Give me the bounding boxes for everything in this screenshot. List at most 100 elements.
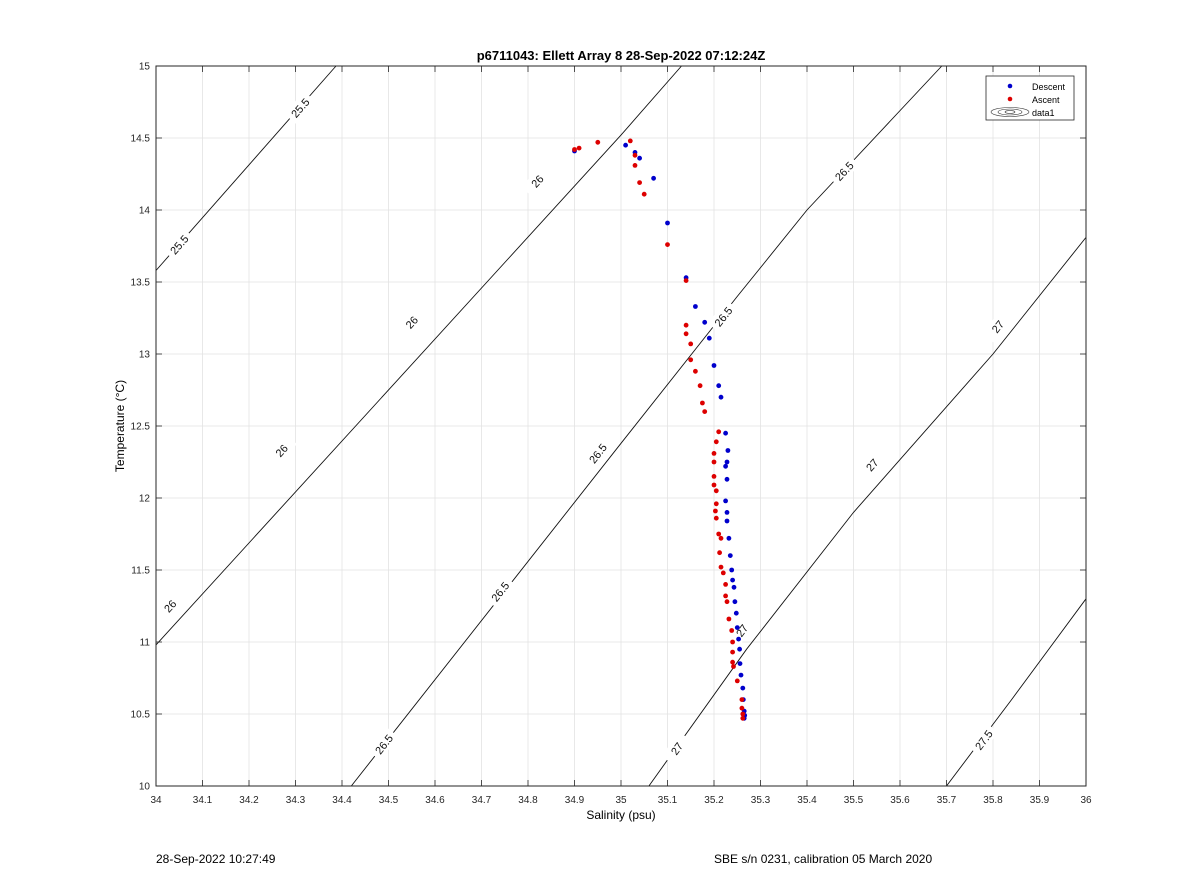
descent-point [733,610,739,616]
ascent-point [716,531,722,537]
x-tick-label: 35.5 [844,795,864,806]
ascent-point [697,383,703,389]
x-tick-label: 34.6 [425,795,445,806]
legend-descent-marker [1007,83,1013,89]
legend-box [985,75,1075,121]
descent-point [724,476,730,482]
contour-label-bg [284,91,316,124]
contour-label-bg [856,448,888,481]
ascent-point [576,145,582,151]
ascent-point [723,593,728,599]
grid [155,65,1087,787]
contour-line-26 [155,65,682,646]
x-tick-label: 35.2 [704,795,724,806]
ascent-point [632,152,638,158]
ascent-point [711,459,717,465]
y-tick-label: 12.5 [131,422,151,433]
x-tick-label: 36 [1080,795,1092,806]
ascent-point [688,341,694,347]
descent-point [734,625,740,630]
ascent-point [700,400,705,406]
ascent-point [683,278,689,283]
x-tick-label: 34.2 [239,795,259,806]
contour-label-bg [968,723,999,757]
descent-point [693,304,698,309]
y-tick-label: 10 [139,782,151,793]
descent-point [725,448,731,453]
ascent-point [729,628,735,633]
ascent-point [718,564,724,570]
ascent-point [665,242,670,248]
ascent-point [637,180,642,186]
ascent-point [688,357,694,363]
descent-point [637,155,642,161]
ascent-point [717,550,722,556]
descent-point [702,319,708,325]
descent-point [716,383,722,389]
descent-point [737,646,742,652]
descent-point [737,661,743,666]
x-tick-label: 34.7 [472,795,492,806]
x-tick-label: 34.4 [332,795,352,806]
axis-ticks: 34 34.1 34.2 34.3 34.4 34.5 34.6 34.7 34.8 34.9 35… [131,62,1092,807]
descent-point [711,363,717,368]
contour-label-bg [707,299,739,333]
x-tick-label: 34.3 [286,795,306,806]
ascent-point [711,451,717,456]
descent-point [724,459,730,465]
y-axis-label: Temperature (°C) [113,380,127,472]
ascent-point [693,368,698,374]
descent-point [623,142,628,148]
contour-line-27 [648,237,1087,787]
ascent-point [711,482,717,488]
y-tick-label: 12 [139,494,151,505]
descent-point [730,577,735,583]
legend-ascent-label: Ascent [1032,95,1060,105]
ascent-point [711,474,717,479]
y-tick-label: 13 [139,350,151,361]
ascent-point [739,705,745,711]
x-tick-label: 35.4 [797,795,817,806]
ascent-point [632,163,638,168]
contour-label-bg [265,434,297,467]
ascent-point [713,508,718,514]
contour-label-bg [661,731,692,765]
chart-title: p6711043: Ellett Array 8 28-Sep-2022 07:… [477,48,766,63]
ascent-point [740,715,746,721]
y-tick-label: 14.5 [131,134,151,145]
contour-label-bg [828,154,860,187]
contour-label-bg [582,436,613,470]
descent-point [724,518,730,524]
x-tick-label: 34.9 [565,795,585,806]
x-tick-label: 35.6 [890,795,910,806]
ascent-point [726,616,732,622]
ascent-point [724,599,730,605]
ascent-point [739,697,745,702]
contour-label-bg [521,164,553,197]
descent-point [706,335,712,341]
y-tick-label: 13.5 [131,278,151,289]
ascent-point [627,138,633,144]
plot-timestamp: 28-Sep-2022 10:27:49 [156,852,276,866]
legend-ascent-marker [1007,96,1013,102]
descent-point [740,685,746,691]
x-tick-label: 34.1 [193,795,213,806]
x-tick-label: 35.8 [983,795,1003,806]
descent-point [738,672,744,678]
descent-point [732,599,738,605]
contour-label: 27 [990,319,1007,336]
descent-point [723,498,728,504]
ascent-point [713,488,719,494]
ascent-point [713,515,719,521]
descent-point [726,535,732,541]
y-tick-label: 15 [139,62,151,73]
y-tick-label: 14 [139,206,151,217]
descent-point [731,584,737,590]
legend-contour-icon [990,107,1030,117]
contour-label-bg [163,228,195,261]
descent-point [718,394,724,400]
ascent-point [730,639,735,645]
x-tick-label: 35.7 [937,795,957,806]
legend-descent-label: Descent [1032,82,1066,92]
